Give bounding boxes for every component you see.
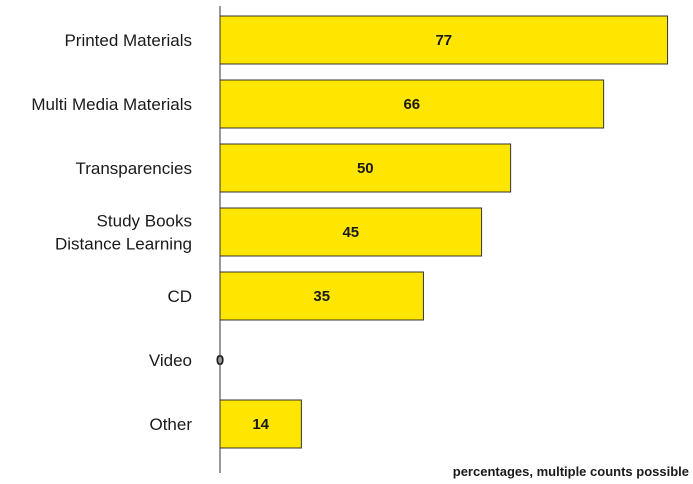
- value-label-2: 50: [357, 160, 374, 177]
- value-label-1: 66: [403, 96, 420, 113]
- category-label-line: Study Books: [97, 212, 192, 231]
- value-label-6: 14: [252, 416, 269, 433]
- category-label-0: Printed Materials: [64, 31, 192, 50]
- category-label-line: Other: [149, 415, 192, 434]
- category-label-6: Other: [149, 415, 192, 434]
- category-label-line: Distance Learning: [55, 235, 192, 254]
- category-label-line: Video: [149, 351, 192, 370]
- bar-2: [219, 143, 512, 193]
- category-label-3: Study Books Distance Learning: [55, 212, 192, 254]
- bar-0: [219, 15, 669, 65]
- category-label-1: Multi Media Materials: [31, 95, 192, 114]
- category-label-line: Multi Media Materials: [31, 95, 192, 114]
- category-label-5: Video: [149, 351, 192, 370]
- bar-4: [219, 271, 424, 321]
- chart-annotation: percentages, multiple counts possible: [453, 464, 689, 479]
- bar-1: [219, 79, 605, 129]
- value-label-0: 77: [435, 32, 452, 49]
- category-label-line: Transparencies: [75, 159, 192, 178]
- category-label-4: CD: [167, 287, 192, 306]
- category-label-2: Transparencies: [75, 159, 192, 178]
- bars-layer: [219, 15, 669, 449]
- value-label-3: 45: [342, 224, 359, 241]
- value-label-4: 35: [313, 288, 330, 305]
- bar-3: [219, 207, 483, 257]
- category-label-line: Printed Materials: [64, 31, 192, 50]
- labels-layer: 77 Printed Materials 66 Multi Media Materia…: [31, 31, 452, 434]
- category-label-line: CD: [167, 287, 192, 306]
